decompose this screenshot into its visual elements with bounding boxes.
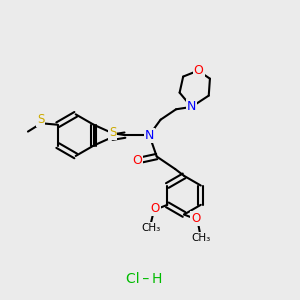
Text: N: N: [187, 100, 196, 113]
Text: O: O: [132, 154, 142, 167]
Text: N: N: [145, 129, 154, 142]
Text: O: O: [191, 212, 201, 225]
Text: Cl – H: Cl – H: [126, 272, 162, 286]
Text: CH₃: CH₃: [141, 223, 160, 233]
Text: S: S: [37, 112, 44, 126]
Text: O: O: [194, 64, 204, 76]
Text: O: O: [151, 202, 160, 215]
Text: CH₃: CH₃: [192, 233, 211, 243]
Text: S: S: [109, 126, 116, 139]
